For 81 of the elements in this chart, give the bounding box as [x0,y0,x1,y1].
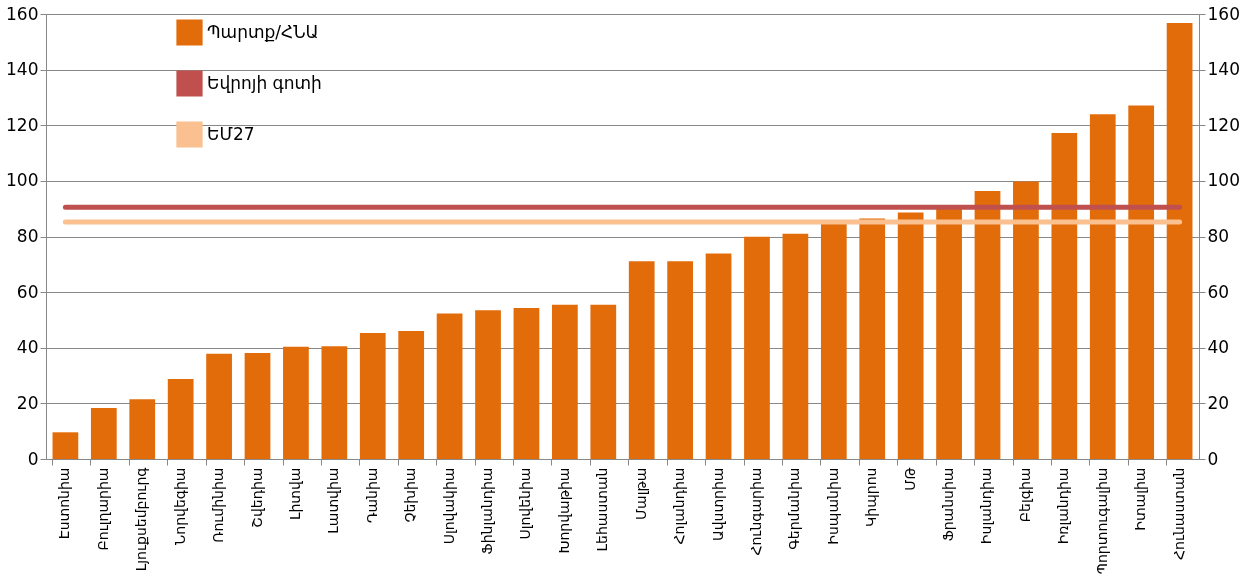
x-tick-label: Լիտվա [286,467,303,520]
x-tick-label: Իտալիա [1132,467,1149,531]
bar [667,261,693,459]
x-tick-label: Լատվիա [325,467,342,534]
bar [705,253,732,459]
x-tick-label: Դանիա [363,467,380,524]
y2-tick-label: 160 [1207,3,1240,24]
x-tick-label: Նորվեգիա [171,467,188,545]
bar [359,333,386,459]
y2-tick-label: 60 [1207,281,1230,302]
bar [552,304,578,459]
bar [1089,114,1116,459]
x-tick-label: Կիպրոս [863,467,880,527]
bar [283,346,309,459]
x-tick-label: Պորտուգալիա [1093,467,1110,575]
y2-tick-label: 140 [1207,59,1240,80]
bar [782,233,809,459]
y-tick-label: 80 [16,226,39,246]
bar [936,208,962,459]
y-tick-label: 20 [16,392,39,413]
x-tick-label: Չեխիա [402,467,419,523]
y-tick-label: 0 [27,448,39,469]
x-tick-label: Գերմանիա [786,467,803,550]
x-tick-label: Հոլանդիա [671,467,688,545]
bar [206,353,232,459]
x-tick-label: Մալթա [632,467,649,520]
bar [129,399,156,459]
bar [321,346,348,459]
y-tick-label: 60 [16,281,39,302]
y-tick-label: 140 [6,59,39,80]
y-tick-label: 120 [6,114,39,135]
x-tick-label: Էստոնիա [56,467,73,540]
x-tick-label: Սլովենիա [517,467,534,540]
y-tick-label: 100 [6,170,39,191]
bar [475,310,501,459]
bar [628,261,655,459]
x-tick-label: Բուլղարիա [94,467,111,551]
bar [398,331,425,459]
x-tick-label: Ռումինիա [210,467,227,543]
x-tick-label: Լյուքսեմբուրգ [133,466,150,572]
x-tick-label: Շվեդիա [248,467,265,528]
x-tick-label: ՄԹ [901,467,918,491]
bar [1051,133,1078,459]
x-tick-label: Բելգիա [1016,467,1033,523]
x-tick-label: Ավստրիա [709,467,726,541]
x-tick-label: Լեհաստան [594,467,611,552]
y2-tick-label: 100 [1207,170,1240,191]
y-tick-label: 160 [6,3,39,24]
x-tick-label: Խորվաթիա [555,467,572,554]
bar [897,212,924,459]
bar [244,353,271,459]
bar [52,432,79,459]
x-tick-label: Իռլանդիա [1055,467,1072,545]
legend-label: Եվրոյի գոտի [207,72,322,93]
bar [513,307,540,459]
bar [1128,105,1155,459]
x-tick-label: Ֆրանսիա [940,467,957,542]
bar [590,304,617,459]
legend-label: Պարտք/ՀՆԱ [207,21,319,42]
x-tick-label: Հունգարիա [747,467,764,556]
y2-tick-label: 40 [1207,337,1230,358]
bar [436,313,463,459]
x-tick-label: Իսպանիա [824,467,841,545]
y2-tick-label: 20 [1207,392,1230,413]
bar [1013,181,1039,459]
bar [167,378,194,459]
y-tick-label: 40 [16,337,39,358]
x-tick-label: Իսլանդիա [978,467,995,545]
bar [859,218,886,459]
bar [974,190,1001,459]
x-tick-label: Հունաստան [1170,467,1187,561]
y2-tick-label: 120 [1207,114,1240,135]
bar [90,408,117,459]
x-tick-label: Սլովակիա [440,467,457,545]
bar [744,236,770,459]
legend-label: ԵՄ27 [207,123,255,144]
y2-tick-label: 80 [1207,226,1230,246]
bar [1166,22,1193,459]
bar [820,222,847,459]
y2-tick-label: 0 [1207,448,1219,469]
x-tick-label: Ֆինլանդիա [479,467,496,555]
